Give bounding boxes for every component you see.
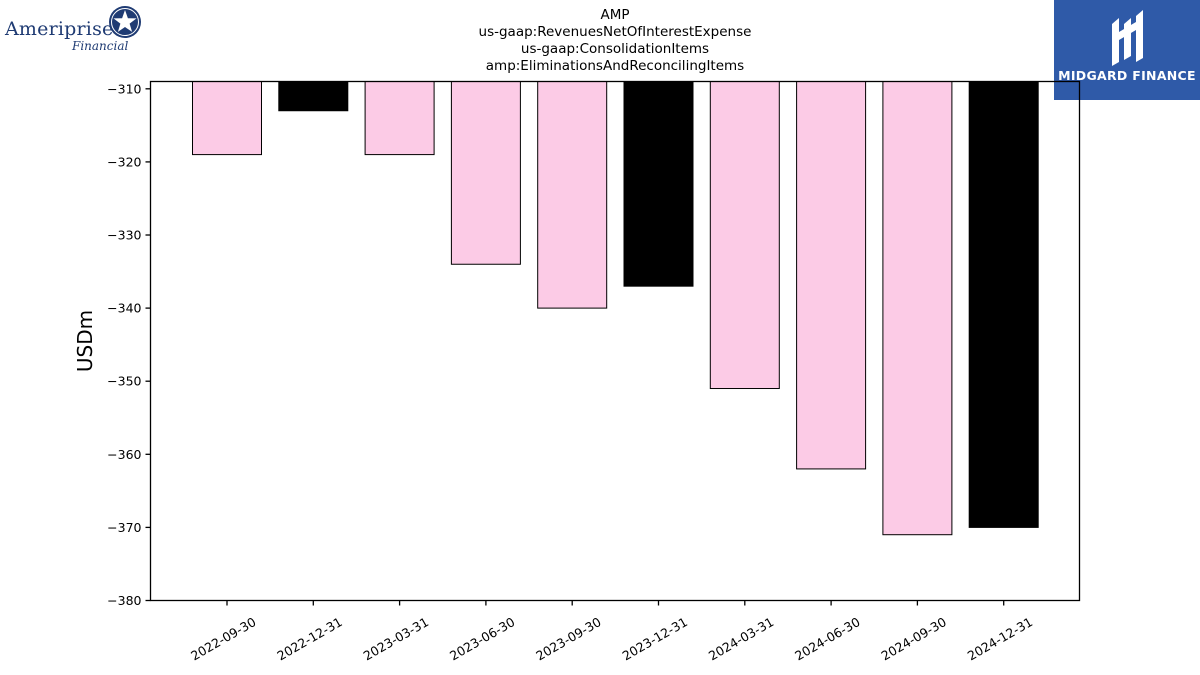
bar-2023-12-31 bbox=[623, 81, 694, 287]
y-tick-label: −380 bbox=[107, 593, 141, 608]
midgard-finance-logo: MIDGARD FINANCE bbox=[1054, 0, 1200, 100]
chart-title: AMP bbox=[600, 7, 630, 23]
y-axis: −310 −320 −330 −340 −350 −360 −370 −380 bbox=[107, 81, 151, 608]
y-tick-label: −360 bbox=[107, 447, 141, 462]
bar-2024-03-31 bbox=[709, 81, 780, 390]
ameriprise-logo: Ameriprise Financial bbox=[4, 4, 146, 56]
bar-2023-03-31 bbox=[364, 81, 435, 156]
midgard-wordmark: MIDGARD FINANCE bbox=[1058, 68, 1196, 83]
x-tick-label: 2024-06-30 bbox=[792, 614, 862, 663]
star-seal-icon bbox=[109, 6, 141, 38]
chart-subtitle-line-2: us-gaap:ConsolidationItems bbox=[520, 41, 710, 57]
y-tick-label: −310 bbox=[107, 81, 141, 96]
x-tick-label: 2024-12-31 bbox=[965, 614, 1035, 663]
ameriprise-wordmark: Ameriprise bbox=[5, 18, 114, 40]
bar-2024-12-31 bbox=[968, 81, 1039, 528]
midgard-m-icon bbox=[1112, 10, 1143, 66]
x-tick-label: 2022-09-30 bbox=[188, 614, 258, 663]
plot-area-frame bbox=[149, 80, 1081, 602]
y-axis-label: USDm bbox=[73, 310, 97, 372]
bar-2022-12-31 bbox=[278, 81, 349, 112]
y-tick-label: −320 bbox=[107, 154, 141, 169]
chart-subtitle-line-3: amp:EliminationsAndReconcilingItems bbox=[485, 58, 745, 74]
bar-2024-09-30 bbox=[882, 81, 953, 536]
x-tick-label: 2022-12-31 bbox=[274, 614, 344, 663]
y-tick-label: −330 bbox=[107, 228, 141, 243]
x-tick-label: 2023-03-31 bbox=[361, 614, 431, 663]
ameriprise-subtitle: Financial bbox=[72, 39, 129, 53]
y-tick-label: −370 bbox=[107, 520, 141, 535]
x-tick-label: 2023-06-30 bbox=[447, 614, 517, 663]
bar-2023-09-30 bbox=[537, 81, 608, 309]
x-tick-label: 2024-03-31 bbox=[706, 614, 776, 663]
x-tick-label: 2023-12-31 bbox=[620, 614, 690, 663]
y-tick-label: −350 bbox=[107, 374, 141, 389]
bar-2023-06-30 bbox=[450, 81, 521, 265]
x-tick-label: 2023-09-30 bbox=[533, 614, 603, 663]
y-tick-label: −340 bbox=[107, 301, 141, 316]
chart-subtitle-line-1: us-gaap:RevenuesNetOfInterestExpense bbox=[478, 24, 752, 40]
x-tick-label: 2024-09-30 bbox=[878, 614, 948, 663]
x-axis: 2022-09-30 2022-12-31 2023-03-31 2023-06-30… bbox=[188, 600, 1035, 663]
bar-2024-06-30 bbox=[796, 81, 867, 470]
chart-title-block: AMP us-gaap:RevenuesNetOfInterestExpense… bbox=[415, 7, 815, 75]
bar-2022-09-30 bbox=[192, 81, 262, 156]
bars-layer bbox=[192, 81, 1039, 536]
